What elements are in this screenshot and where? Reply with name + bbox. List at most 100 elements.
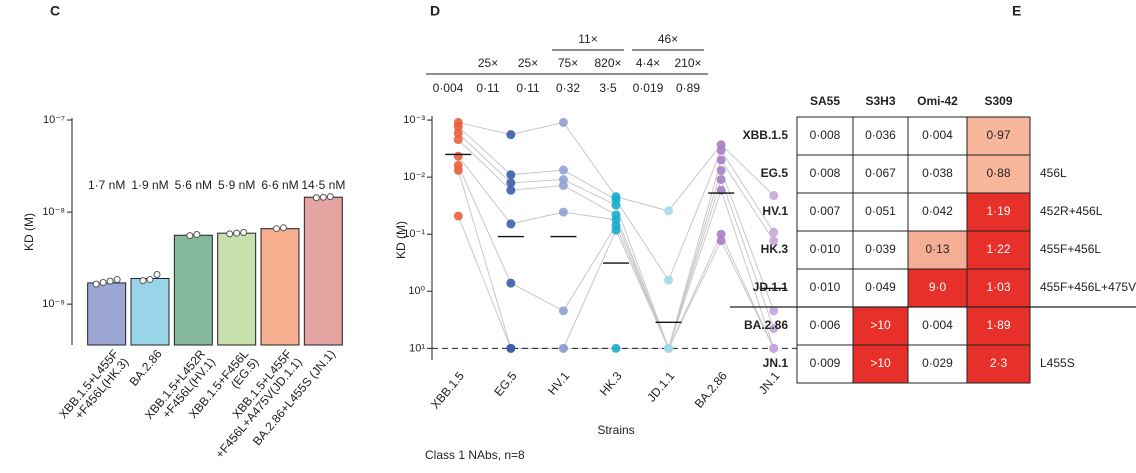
- point: [558, 117, 568, 127]
- cell-value: 0·049: [865, 280, 896, 294]
- cell: [966, 154, 1031, 194]
- cell-value: 0·006: [810, 318, 841, 332]
- median-label: 0·32: [556, 81, 580, 95]
- cell-value: 1·22: [986, 242, 1010, 256]
- cell-value: >10: [870, 318, 891, 332]
- cell-value: 0·007: [810, 204, 841, 218]
- point: [716, 229, 726, 239]
- cell-value: 0·010: [810, 242, 841, 256]
- cell-value: 2·3: [990, 356, 1008, 370]
- replicate-point: [153, 270, 161, 278]
- fold-label: 25×: [478, 56, 498, 70]
- cell: [796, 154, 854, 194]
- x-axis-label: Strains: [597, 423, 634, 437]
- median-label: 0·004: [433, 81, 464, 95]
- bar: [303, 196, 343, 346]
- cell-value: 0·008: [810, 128, 841, 142]
- point: [769, 324, 779, 334]
- point: [664, 343, 674, 353]
- cell: [966, 268, 1031, 308]
- value-label: 6·6 nM: [261, 178, 298, 192]
- point: [716, 155, 726, 165]
- cell-value: 0·036: [865, 128, 896, 142]
- y-tick-label: 10⁻⁸: [42, 206, 65, 218]
- fold-label: 25×: [518, 56, 538, 70]
- replicate-point: [99, 278, 107, 286]
- replicate-point: [146, 276, 154, 284]
- cell-value: 0·067: [865, 166, 896, 180]
- point: [506, 219, 516, 229]
- row-label: XBB.1.5: [743, 128, 789, 142]
- cell: [796, 268, 854, 308]
- point: [716, 145, 726, 155]
- replicate-point: [240, 229, 248, 236]
- replicate-point: [233, 229, 241, 237]
- point: [611, 343, 621, 353]
- row-label: JN.1: [763, 356, 789, 370]
- point: [716, 236, 726, 246]
- point: [611, 225, 621, 235]
- cell-value: 1·89: [986, 318, 1010, 332]
- replicate-point: [113, 276, 121, 284]
- nab-trace: [457, 132, 775, 350]
- cell-value: 0·008: [810, 166, 841, 180]
- point: [453, 165, 463, 175]
- bar: [217, 232, 257, 346]
- row-label: BA.2.86: [744, 318, 788, 332]
- nab-trace: [457, 139, 775, 350]
- cell-value: 0·039: [865, 242, 896, 256]
- panel-label: E: [1012, 3, 1021, 19]
- fold-label: 4·4×: [636, 56, 660, 70]
- point: [453, 122, 463, 132]
- cell-value: 0·051: [865, 204, 896, 218]
- y-tick-label: 10⁰: [408, 285, 425, 297]
- point: [558, 165, 568, 175]
- value-label: 14·5 nM: [301, 178, 345, 192]
- point: [558, 207, 568, 217]
- row-label: HV.1: [762, 204, 788, 218]
- point: [506, 185, 516, 195]
- cell-value: 0·004: [922, 128, 953, 142]
- replicate-point: [226, 230, 234, 238]
- point: [769, 306, 779, 316]
- replicate-point: [139, 277, 147, 285]
- point: [769, 236, 779, 246]
- column-header: S3H3: [865, 94, 895, 108]
- point: [769, 227, 779, 237]
- cell: [907, 344, 968, 384]
- replicate-point: [319, 193, 327, 201]
- point: [769, 191, 779, 201]
- replicate-point: [193, 231, 201, 239]
- y-tick-label: 10⁻¹: [403, 228, 425, 240]
- column-header: Omi-42: [917, 94, 958, 108]
- cell: [966, 116, 1031, 156]
- bar: [130, 277, 170, 346]
- column-header: SA55: [810, 94, 840, 108]
- x-tick-label: BA.2.86: [692, 369, 730, 411]
- y-tick-label: 10¹: [409, 342, 425, 354]
- y-tick-label: 10⁻⁷: [43, 114, 65, 126]
- row-label: EG.5: [761, 166, 789, 180]
- point: [453, 128, 463, 138]
- cell-value: 0·029: [922, 356, 953, 370]
- row-note: 456L: [1040, 166, 1067, 180]
- point: [664, 275, 674, 285]
- cell-value: 9·0: [929, 280, 947, 294]
- point: [716, 174, 726, 184]
- bar: [260, 228, 300, 346]
- replicate-point: [312, 194, 320, 202]
- x-tick-label: JD.1.1: [644, 369, 677, 405]
- cell-value: 0·13: [925, 242, 949, 256]
- bar: [173, 234, 213, 346]
- cell: [852, 154, 909, 194]
- median-label: 0·89: [676, 81, 700, 95]
- point: [506, 278, 516, 288]
- value-label: 1·9 nM: [131, 178, 168, 192]
- y-tick-label: 10⁻²: [403, 171, 425, 183]
- panel-label: D: [430, 3, 440, 19]
- cell-value: 0·88: [986, 166, 1010, 180]
- row-note: L455S: [1040, 356, 1075, 370]
- fold-label: 820×: [594, 56, 621, 70]
- cell: [966, 344, 1031, 384]
- replicate-point: [106, 277, 114, 285]
